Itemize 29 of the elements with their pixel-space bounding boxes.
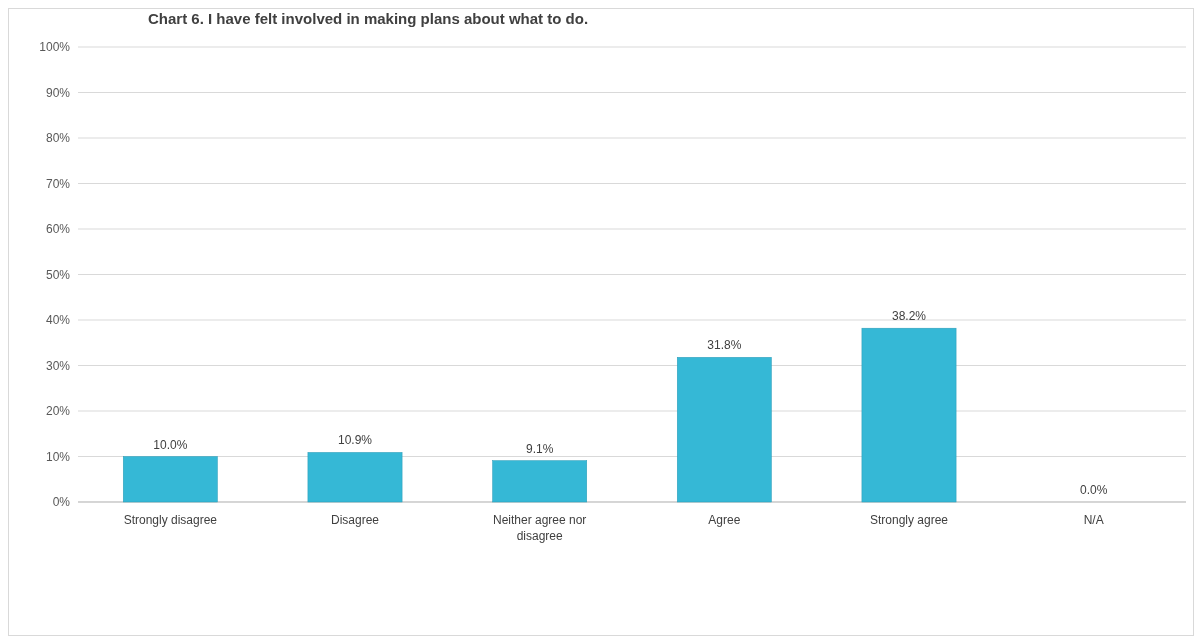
data-label: 10.9% xyxy=(337,433,373,448)
y-tick-label: 40% xyxy=(45,313,71,328)
bar xyxy=(861,327,957,503)
y-tick-label: 20% xyxy=(45,404,71,419)
x-tick-label: Neither agree nor disagree xyxy=(492,513,587,543)
x-tick-label: Disagree xyxy=(330,513,380,527)
bar xyxy=(122,456,218,503)
bar xyxy=(676,357,772,503)
x-tick-label: Agree xyxy=(708,513,741,527)
y-tick-label: 100% xyxy=(39,40,71,55)
chart-title: Chart 6. I have felt involved in making plans about what to do. xyxy=(148,10,589,27)
data-label: 10.0% xyxy=(153,437,188,452)
y-tick-label: 0% xyxy=(52,495,71,510)
y-tick-label: 10% xyxy=(45,449,71,464)
y-tick-label: 70% xyxy=(45,176,71,191)
data-label: 9.1% xyxy=(525,441,554,456)
y-tick-label: 50% xyxy=(45,267,71,282)
y-tick-label: 90% xyxy=(45,85,71,100)
data-label: 0.0% xyxy=(1079,483,1108,497)
x-tick-label: Strongly disagree xyxy=(123,513,218,527)
data-label: 31.8% xyxy=(707,338,742,353)
y-tick-label: 80% xyxy=(45,131,71,146)
x-tick-label: Strongly agree xyxy=(869,513,949,527)
y-tick-label: 60% xyxy=(45,222,71,237)
bar xyxy=(492,460,588,503)
y-tick-label: 30% xyxy=(45,358,71,373)
x-tick-label: N/A xyxy=(1083,513,1104,527)
data-label: 38.2% xyxy=(891,309,927,324)
bar xyxy=(307,452,403,503)
